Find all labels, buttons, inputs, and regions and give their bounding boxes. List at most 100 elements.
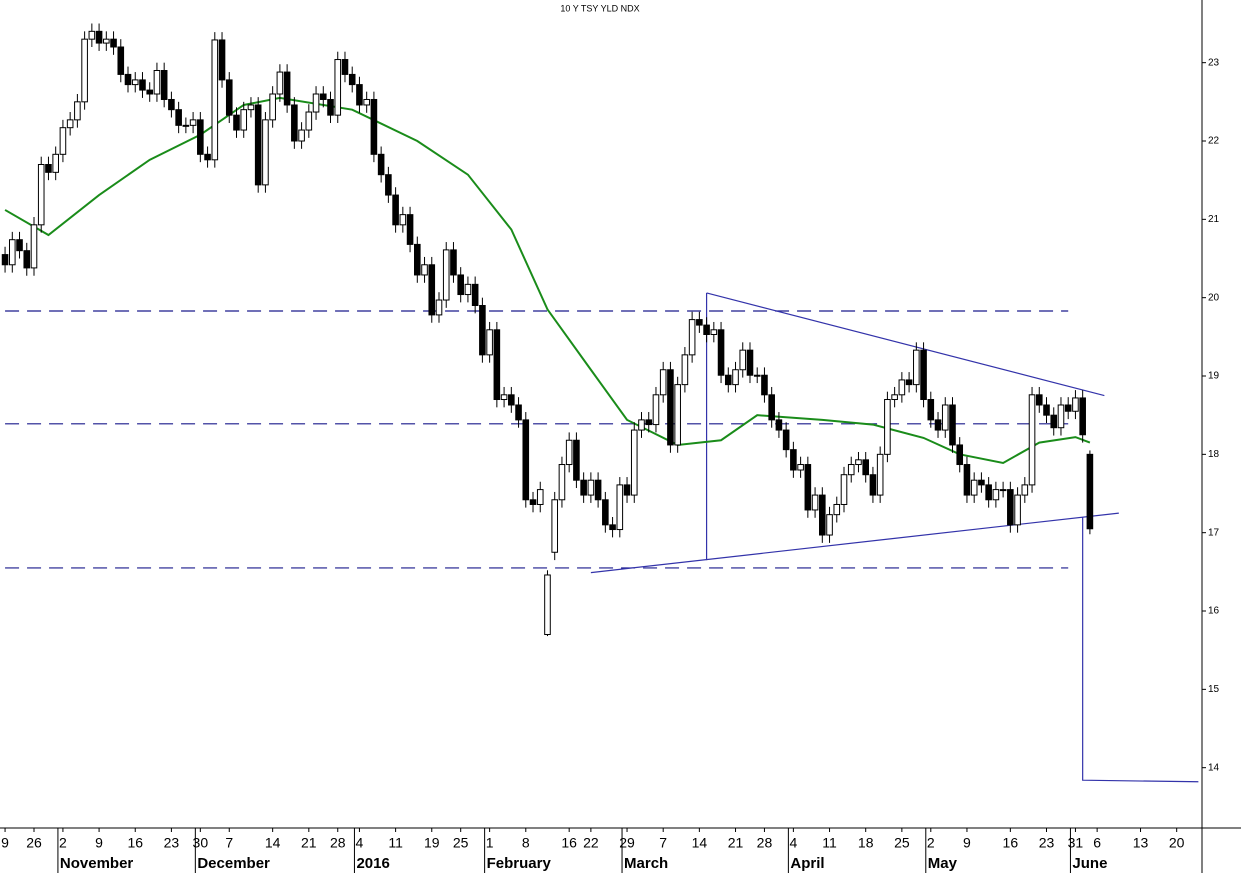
candle-body	[117, 46, 125, 75]
x-tick-label: 11	[388, 835, 403, 851]
candle-body	[385, 174, 392, 196]
x-tick-label: 30	[193, 835, 209, 851]
candle-body	[970, 479, 978, 496]
month-label: June	[1072, 855, 1107, 872]
candle-body	[638, 419, 645, 431]
candle-body	[399, 214, 407, 226]
candle-body	[218, 39, 226, 81]
candle-body	[1043, 404, 1050, 416]
candle-body	[500, 394, 508, 401]
x-tick-label: 23	[164, 835, 180, 851]
candle-body	[862, 459, 870, 476]
month-label: November	[60, 855, 134, 872]
candle-body	[580, 479, 587, 496]
candle-body	[182, 124, 190, 127]
x-tick-label: 31	[1068, 835, 1084, 851]
candle-body	[291, 104, 298, 142]
candle-body	[587, 479, 595, 496]
candle-body	[667, 369, 674, 446]
candle-body	[688, 319, 696, 356]
candle-body	[536, 489, 544, 505]
x-tick-label: 28	[757, 835, 773, 851]
candle-body	[81, 38, 88, 103]
candle-body	[363, 98, 370, 106]
candle-body	[88, 30, 96, 40]
x-tick-label: 8	[522, 835, 530, 851]
candle-body	[197, 119, 204, 155]
candle-body	[1035, 394, 1043, 406]
candle-body	[985, 484, 992, 501]
y-tick-label: 18	[1208, 449, 1220, 460]
candle-body	[551, 499, 559, 553]
candle-body	[189, 119, 197, 126]
candle-body	[8, 239, 16, 266]
candle-body	[934, 419, 942, 431]
candle-body	[110, 38, 117, 48]
x-tick-label: 19	[424, 835, 440, 851]
x-tick-label: 7	[225, 835, 233, 851]
candle-body	[891, 394, 898, 401]
candle-body	[949, 404, 956, 446]
x-tick-label: 4	[356, 835, 364, 851]
x-tick-label: 6	[1093, 835, 1101, 851]
candle-body	[594, 479, 602, 501]
x-tick-label: 16	[561, 835, 577, 851]
chart-title: 10 Y TSY YLD NDX	[560, 3, 639, 13]
candle-body	[876, 453, 884, 496]
candle-body	[775, 419, 783, 431]
trend-line	[590, 512, 1119, 574]
x-tick-label: 9	[963, 835, 971, 851]
candle-body	[45, 164, 52, 173]
x-tick-label: 4	[789, 835, 797, 851]
candle-body	[377, 153, 385, 176]
candle-body	[283, 71, 291, 106]
candle-body	[240, 109, 248, 131]
candle-body	[327, 98, 334, 116]
candle-body	[659, 369, 667, 396]
candle-body	[160, 70, 168, 100]
candle-body	[356, 84, 363, 106]
x-tick-label: 14	[265, 835, 281, 851]
y-tick-label: 14	[1208, 762, 1220, 773]
candle-body	[1057, 404, 1065, 429]
month-label: May	[928, 855, 958, 872]
candle-body	[869, 474, 877, 496]
candle-body	[703, 324, 710, 335]
candle-body	[1086, 453, 1094, 530]
candle-body	[59, 127, 67, 155]
candle-body	[855, 459, 862, 466]
candle-body	[247, 104, 255, 111]
candle-body	[1, 254, 9, 266]
candle-body	[233, 114, 240, 131]
candle-body	[999, 489, 1007, 492]
x-tick-label: 20	[1169, 835, 1185, 851]
candle-body	[1007, 489, 1014, 526]
candle-body	[1050, 414, 1058, 429]
candle-body	[204, 153, 211, 161]
candle-body	[522, 419, 530, 501]
candle-body	[602, 499, 609, 526]
candle-body	[66, 119, 74, 129]
candle-body	[927, 399, 935, 421]
candle-body	[16, 239, 23, 252]
x-tick-label: 13	[1133, 835, 1149, 851]
candle-body	[471, 283, 479, 307]
candle-body	[630, 429, 638, 496]
candle-body	[52, 153, 59, 173]
candle-body	[913, 349, 920, 386]
candle-body	[753, 374, 761, 377]
candle-body	[674, 384, 681, 446]
y-tick-label: 16	[1208, 606, 1220, 617]
candle-body	[645, 419, 653, 426]
candle-body	[710, 329, 718, 335]
candle-body	[1072, 397, 1079, 412]
candle-body	[225, 79, 233, 116]
candle-body	[211, 39, 219, 161]
x-tick-label: 23	[1039, 835, 1055, 851]
trend-line	[706, 292, 1105, 397]
candle-body	[826, 514, 833, 536]
candle-body	[442, 249, 450, 301]
candle-body	[406, 214, 414, 245]
candle-body	[254, 104, 262, 186]
